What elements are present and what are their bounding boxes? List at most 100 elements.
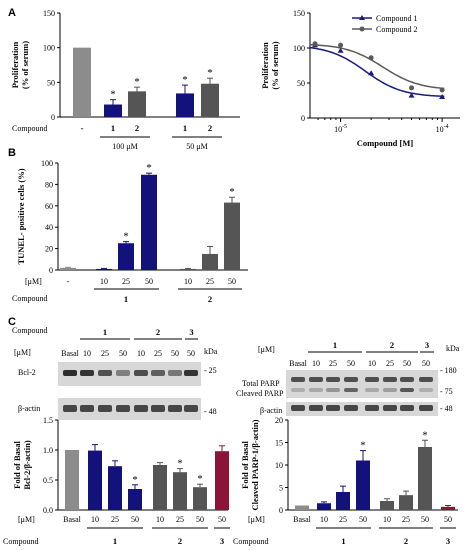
- x-category-label: 10: [156, 515, 164, 524]
- y-tick-label: 60: [45, 202, 53, 211]
- series-line: [309, 43, 445, 90]
- y-tick-label: 50: [47, 78, 55, 87]
- blot-lane-label: 10: [137, 349, 145, 358]
- group-label: 50 μM: [186, 142, 207, 151]
- significance-star: *: [177, 458, 183, 470]
- group-label: 3: [446, 536, 450, 546]
- bar: [399, 495, 413, 510]
- x-category-label: 50: [196, 515, 204, 524]
- y-tick-label: 0: [51, 113, 55, 122]
- bar: [88, 450, 102, 510]
- y-tick-label: 100: [293, 44, 305, 53]
- blot-band-total-parp: [383, 377, 397, 382]
- group-label: 1: [113, 536, 117, 546]
- bar: [60, 267, 76, 270]
- blot-band-actin: [400, 405, 414, 411]
- x-category-label: 50: [228, 277, 236, 286]
- y-tick-label: 50: [297, 79, 305, 88]
- bar: [224, 202, 240, 270]
- x-category-label: -: [81, 123, 84, 133]
- bar: [108, 466, 122, 510]
- blot-band-cleaved-parp: [344, 388, 358, 392]
- bar: [215, 451, 229, 510]
- bar: [153, 465, 167, 510]
- blot-lane-label: 50: [403, 359, 411, 368]
- y-axis-label: Fold of Basal: [12, 441, 22, 489]
- blot-group-label: 1: [103, 327, 107, 337]
- blot-marker-25: - 25: [204, 366, 217, 375]
- blot-compound-label: Compound: [12, 326, 48, 335]
- data-point: [368, 70, 375, 76]
- western-blot-parp: [μM] Total PARP Cleaved PARP β-actin kDa…: [236, 340, 460, 416]
- bar: [441, 506, 455, 510]
- bar: [418, 447, 432, 510]
- blot-lane-label: 50: [119, 349, 127, 358]
- group-label: 1: [341, 536, 345, 546]
- y-tick-label: 20: [45, 245, 53, 254]
- data-point: [312, 41, 318, 47]
- data-point: [408, 92, 415, 98]
- x-row-label: Compound: [3, 537, 39, 546]
- significance-star: *: [207, 67, 213, 79]
- y-axis-label: (% of serum): [270, 41, 280, 89]
- blot-band-actin: [291, 405, 305, 411]
- blot-group-label: 1: [333, 340, 337, 350]
- blot-band-actin: [184, 405, 198, 412]
- blot-band-bcl2: [184, 370, 198, 376]
- bar: [180, 268, 196, 270]
- x-category-label: 50: [359, 515, 367, 524]
- bar: [73, 47, 91, 117]
- blot-band-actin: [309, 405, 323, 411]
- significance-star: *: [123, 231, 129, 243]
- blot-lane-label: 25: [329, 359, 337, 368]
- bar: [201, 83, 219, 117]
- panel-letter-c: C: [8, 316, 16, 328]
- x-conc-label: [μM]: [18, 515, 35, 524]
- x-category-label: 2: [208, 123, 212, 133]
- blot-band-bcl2: [116, 370, 130, 376]
- blot-band-cleaved-parp: [365, 388, 379, 392]
- blot-band-total-parp: [344, 377, 358, 382]
- blot-band-bcl2: [98, 370, 112, 376]
- x-category-label: 50: [218, 515, 226, 524]
- x-category-label: 25: [111, 515, 119, 524]
- panel-letter-b: B: [8, 147, 16, 159]
- blot-lane-label: Basal: [61, 349, 80, 358]
- data-point: [338, 42, 344, 48]
- x-category-label: 25: [402, 515, 410, 524]
- y-tick-label: 0: [301, 114, 305, 123]
- blot-marker-48: - 48: [440, 404, 453, 413]
- y-tick-label: 0: [49, 266, 53, 275]
- data-point: [439, 94, 446, 99]
- x-category-label: 1: [111, 123, 115, 133]
- y-tick-label: 0: [279, 506, 283, 515]
- series-line: [309, 46, 445, 98]
- group-label: 1: [124, 294, 128, 304]
- blot-band-actin: [116, 405, 130, 412]
- proliferation-bar-chart: 0 50 100 150 Proliferation (% of serum) * * * * Co…: [10, 9, 240, 151]
- blot-marker-48: - 48: [204, 407, 217, 416]
- blot-band-actin: [419, 405, 433, 411]
- bar: [128, 489, 142, 510]
- bar: [96, 268, 112, 270]
- x-conc-label: [μM]: [25, 277, 42, 286]
- blot-lane-label: 25: [154, 349, 162, 358]
- x-row-label: Compound: [233, 537, 269, 546]
- x-category-label: 10: [184, 277, 192, 286]
- x-category-label: 50: [131, 515, 139, 524]
- bar: [104, 104, 122, 117]
- significance-star: *: [197, 473, 203, 485]
- y-tick-label: 5: [279, 484, 283, 493]
- significance-star: *: [182, 74, 188, 86]
- data-point: [439, 87, 445, 93]
- y-axis-label: (% of serum): [20, 41, 30, 89]
- blot-band-total-parp: [291, 377, 305, 382]
- y-tick-label: 1.5: [43, 416, 53, 425]
- blot-lane-label: 25: [386, 359, 394, 368]
- blot-band-actin: [326, 405, 340, 411]
- y-axis-label: Proliferation: [260, 42, 270, 89]
- blot-band-actin: [80, 405, 94, 412]
- y-tick-label: 150: [293, 9, 305, 18]
- blot-band-actin: [168, 405, 182, 412]
- group-label: 2: [178, 536, 182, 546]
